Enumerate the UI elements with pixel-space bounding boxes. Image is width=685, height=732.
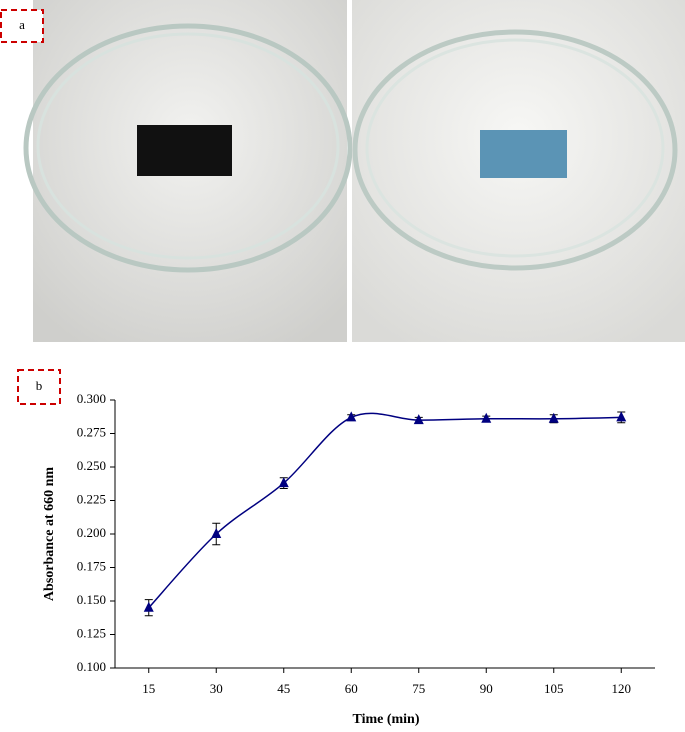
y-tick-label: 0.125 — [77, 625, 106, 640]
y-tick-label: 0.300 — [77, 391, 106, 406]
panel-label: b — [36, 378, 43, 393]
panel-label: a — [19, 17, 25, 32]
x-tick-label: 75 — [412, 681, 425, 696]
y-tick-label: 0.200 — [77, 525, 106, 540]
data-line — [148, 412, 622, 609]
x-tick-label: 90 — [480, 681, 493, 696]
data-point — [278, 477, 289, 488]
data-point — [143, 601, 154, 612]
x-tick-label: 60 — [345, 681, 358, 696]
y-tick-label: 0.150 — [77, 592, 106, 607]
x-tick-label: 120 — [612, 681, 632, 696]
y-tick-label: 0.100 — [77, 659, 106, 674]
photo-right — [352, 0, 685, 342]
data-point — [481, 412, 492, 423]
data-point — [616, 411, 627, 422]
y-axis-title: Absorbance at 660 nm — [42, 467, 57, 602]
data-point — [211, 528, 222, 538]
x-tick-label: 105 — [544, 681, 564, 696]
label-box — [17, 369, 61, 405]
x-tick-label: 45 — [277, 681, 290, 696]
y-tick-label: 0.275 — [77, 424, 106, 439]
x-axis-title: Time (min) — [352, 712, 419, 727]
y-tick-label: 0.175 — [77, 558, 106, 573]
photo-left — [23, 0, 353, 342]
data-point — [413, 414, 424, 425]
data-point — [346, 411, 357, 422]
x-tick-label: 15 — [142, 681, 155, 696]
label-box — [0, 9, 44, 43]
y-tick-label: 0.250 — [77, 458, 106, 473]
data-point — [548, 412, 559, 423]
y-tick-label: 0.225 — [77, 491, 106, 506]
x-tick-label: 30 — [210, 681, 223, 696]
